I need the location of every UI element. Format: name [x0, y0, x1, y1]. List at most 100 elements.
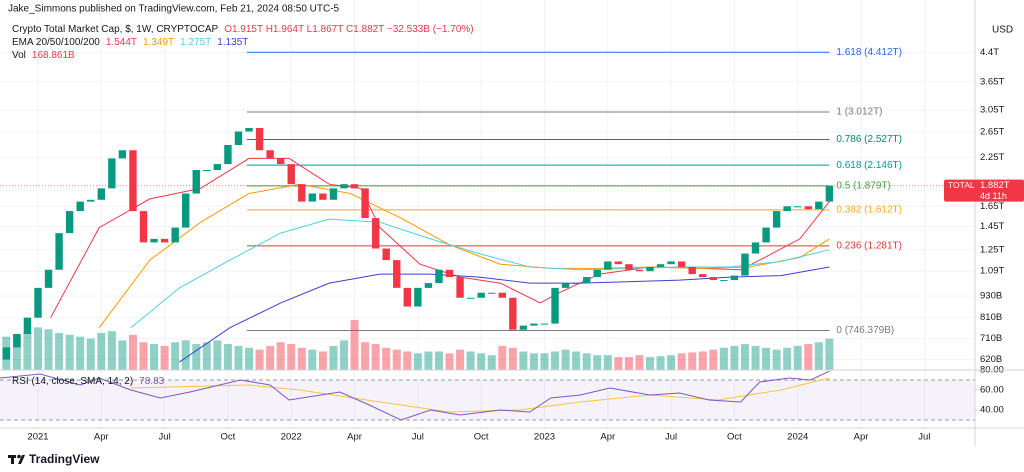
volume-bar: [667, 355, 676, 370]
volume-bar: [635, 355, 644, 370]
y-tick-label: 620B: [980, 354, 1002, 365]
volume-bar: [255, 349, 264, 370]
candle-body: [160, 238, 169, 243]
candle-body: [540, 323, 549, 325]
candle-body: [255, 128, 264, 151]
volume-bar: [656, 356, 665, 370]
volume-bar: [44, 329, 53, 370]
y-tick-label: 2.65T: [980, 127, 1004, 138]
volume-bar: [371, 344, 380, 370]
candle-body: [772, 211, 781, 228]
volume: [2, 320, 834, 370]
x-tick-label: Apr: [854, 432, 869, 443]
volume-bar: [308, 349, 317, 370]
volume-bar: [65, 334, 74, 370]
symbol-title: Crypto Total Market Cap, $, 1W, CRYPTOCA…: [12, 24, 219, 35]
volume-bar: [783, 347, 792, 370]
candle-body: [730, 275, 739, 281]
volume-bar: [540, 353, 549, 370]
volume-bar: [593, 355, 602, 370]
candle-body: [625, 264, 633, 270]
x-tick-label: 2023: [534, 432, 555, 443]
volume-bar: [677, 353, 686, 370]
x-tick-label: 2024: [787, 432, 808, 443]
volume-bar: [434, 351, 443, 370]
volume-bar: [350, 320, 359, 370]
volume-bar: [107, 331, 116, 370]
candle-body: [34, 287, 42, 318]
candle-body: [44, 269, 53, 288]
candle-body: [55, 233, 63, 270]
rsi-label: RSI (14, close, SMA, 14, 2): [12, 376, 133, 387]
rsi-line: [0, 370, 830, 421]
volume-bar: [329, 345, 338, 370]
header-line: Crypto Total Market Cap, $, 1W, CRYPTOCA…: [12, 24, 474, 35]
ema-line: [98, 183, 830, 328]
candle-body: [572, 283, 580, 285]
candle-body: [741, 253, 749, 276]
y-tick-label: 930B: [980, 291, 1002, 302]
volume-bar: [160, 345, 169, 370]
x-tick-label: Jul: [918, 432, 930, 443]
candle-body: [519, 325, 528, 330]
volume-bar: [318, 351, 327, 370]
y-tick-label: 810B: [980, 312, 1002, 323]
candle-body: [213, 164, 222, 171]
ema-value: 1.349T: [143, 37, 174, 48]
volume-bar: [793, 345, 802, 370]
volume-bar: [86, 338, 95, 370]
volume-bar: [572, 351, 581, 370]
volume-bar: [171, 342, 180, 370]
y-tick-label: 1.09T: [980, 266, 1004, 277]
candle-body: [762, 227, 770, 243]
candle-body: [667, 261, 675, 265]
volume-bar: [529, 353, 538, 370]
y-tick-label: 2.25T: [980, 152, 1004, 163]
volume-bar: [392, 349, 401, 370]
candle-body: [350, 184, 359, 189]
candle-body: [699, 274, 707, 278]
candle-body: [488, 292, 496, 294]
candle-body: [646, 266, 654, 272]
volume-bar: [582, 353, 591, 370]
candle-body: [276, 158, 285, 165]
fib-label: 0.618 (2.146T): [836, 160, 902, 171]
candle-body: [804, 206, 812, 210]
volume-bar: [339, 340, 349, 370]
volume-bar: [118, 340, 127, 370]
candle-body: [551, 287, 559, 324]
price-badge: [944, 179, 1024, 202]
volume-bar: [266, 345, 275, 370]
candles: [2, 128, 834, 360]
candle-body: [287, 164, 295, 185]
badge-symbol: TOTAL: [948, 180, 975, 190]
volume-bar: [445, 353, 454, 370]
volume-bar: [698, 351, 707, 370]
x-tick-label: Oct: [221, 432, 236, 443]
candle-body: [403, 287, 411, 307]
candle-body: [393, 260, 401, 288]
candle-body: [825, 185, 834, 202]
candle-body: [794, 206, 802, 208]
axes: 2021 Apr Jul Oct 2022 Apr Jul Oct 2023 Apr Jul Oct 2…: [0, 47, 1024, 443]
volume-bar: [730, 345, 739, 370]
y-tick-label: 1.45T: [980, 221, 1004, 232]
candle-body: [224, 145, 232, 165]
volume-bar: [181, 340, 190, 370]
x-tick-label: Oct: [727, 432, 742, 443]
volume-bar: [772, 349, 781, 370]
y-tick-label: 3.05T: [980, 105, 1004, 116]
candle-body: [456, 277, 464, 298]
candle-body: [118, 150, 127, 159]
candle-body: [751, 242, 760, 254]
candle-body: [340, 184, 348, 189]
candle-body: [635, 269, 644, 272]
badge-countdown: 4d 11h: [980, 191, 1007, 201]
brand: TradingView: [29, 452, 100, 466]
volume-bar: [33, 327, 42, 370]
volume-bar: [382, 347, 391, 370]
candle-body: [720, 280, 728, 282]
volume-value: 168.861B: [32, 50, 75, 61]
